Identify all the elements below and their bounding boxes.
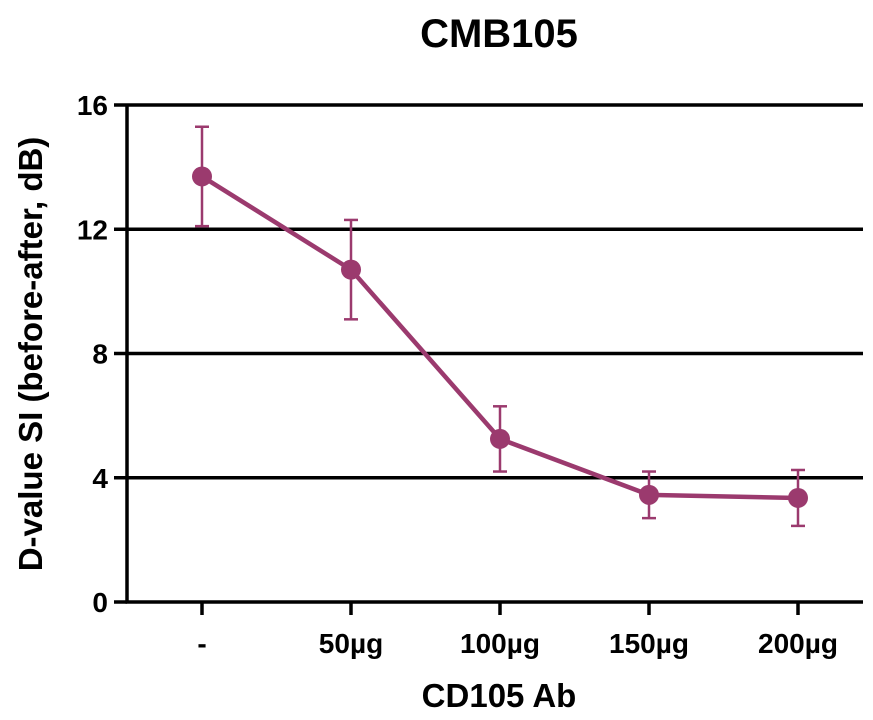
y-axis-label: D-value SI (before-after, dB) (12, 137, 49, 572)
data-point-4 (788, 487, 808, 508)
x-tick-label-4: 200µg (758, 628, 838, 659)
y-tick-label-4: 16 (77, 90, 108, 121)
y-tick-label-3: 12 (77, 214, 108, 245)
data-point-3 (639, 484, 659, 505)
data-point-0 (192, 166, 212, 187)
x-tick-label-1: 50µg (319, 628, 383, 659)
y-tick-label-0: 0 (92, 587, 108, 618)
data-point-2 (490, 428, 510, 449)
y-tick-label-1: 4 (92, 463, 108, 494)
x-tick-label-2: 100µg (460, 628, 540, 659)
x-tick-label-0: - (197, 628, 206, 659)
y-tick-label-2: 8 (92, 339, 108, 370)
chart-title: CMB105 (420, 12, 578, 56)
x-axis-label: CD105 Ab (422, 677, 577, 714)
x-ticks: - 50µg 100µg 150µg 200µg (197, 602, 838, 659)
data-series (192, 125, 808, 528)
data-point-1 (341, 259, 361, 280)
x-tick-label-3: 150µg (609, 628, 689, 659)
grid-lines (127, 103, 863, 480)
y-ticks: 0 4 8 12 16 (77, 90, 127, 618)
